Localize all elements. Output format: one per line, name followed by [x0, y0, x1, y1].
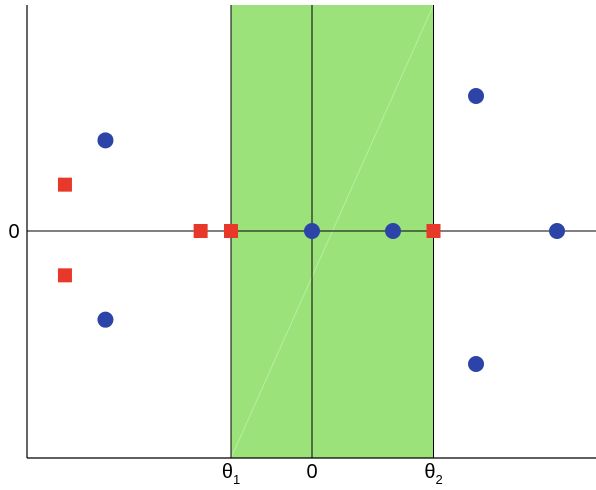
x-tick-label: θ1 — [222, 461, 240, 487]
data-markers — [57, 87, 566, 372]
square-point — [57, 268, 72, 283]
circle-point — [468, 87, 485, 104]
square-point — [426, 224, 441, 238]
x-tick-label: 0 — [306, 461, 317, 483]
tick-labels: θ1 0 θ2 0 — [8, 221, 442, 487]
circle-point — [97, 311, 114, 328]
circle-point — [304, 223, 320, 239]
circle-point — [549, 223, 566, 239]
circle-point — [97, 132, 114, 149]
square-point — [193, 224, 208, 238]
circle-point — [468, 355, 485, 372]
x-tick-label: θ2 — [424, 461, 442, 487]
square-point — [224, 224, 238, 238]
circle-point — [385, 223, 401, 239]
y-tick-label: 0 — [8, 221, 19, 243]
square-point — [57, 177, 72, 192]
